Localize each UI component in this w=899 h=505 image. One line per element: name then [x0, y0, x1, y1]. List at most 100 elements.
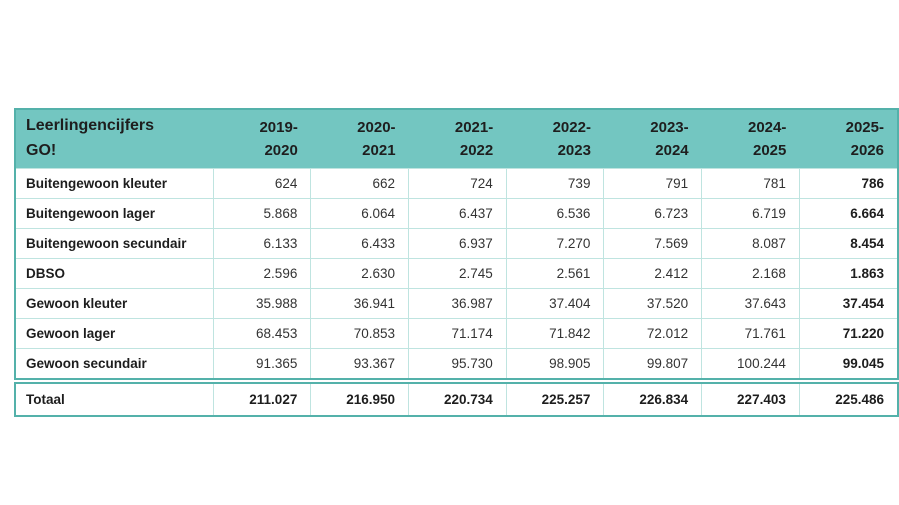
- table-title-line2: GO!: [26, 142, 57, 159]
- year-header-line2: 2026: [850, 142, 884, 159]
- year-header-line2: 2024: [655, 142, 689, 159]
- year-header-line2: 2022: [459, 142, 494, 159]
- cell-value: 71.220: [798, 318, 899, 349]
- year-header-line1: 2020-: [357, 118, 396, 136]
- cell-value: 7.569: [603, 228, 703, 259]
- cell-value: 2.168: [701, 258, 800, 289]
- year-header-line1: 2024-: [747, 118, 787, 136]
- cell-value: 70.853: [310, 318, 410, 349]
- row-label: Gewoon kleuter: [14, 288, 214, 319]
- cell-value: 36.941: [310, 288, 410, 319]
- row-label: Gewoon secundair: [14, 348, 214, 382]
- column-header-year: 2022- 2023: [506, 109, 604, 169]
- table-row: Buitengewoon lager 5.868 6.064 6.437 6.536 6.…: [14, 198, 899, 229]
- column-header-year: 2023- 2024: [603, 109, 702, 169]
- column-header-year: 2024- 2025: [701, 109, 800, 169]
- column-header-year: 2021- 2022: [408, 109, 507, 169]
- cell-value: 72.012: [603, 318, 703, 349]
- cell-value: 662: [310, 168, 410, 199]
- cell-value: 5.868: [212, 198, 312, 229]
- cell-value: 7.270: [505, 228, 605, 259]
- cell-value: 8.087: [701, 228, 800, 259]
- cell-value: 724: [408, 168, 507, 199]
- column-header-year: 2020- 2021: [310, 109, 409, 169]
- cell-value: 6.437: [408, 198, 507, 229]
- cell-value: 2.412: [603, 258, 703, 289]
- total-row: Totaal 211.027 216.950 220.734 225.257 226.83…: [14, 378, 899, 417]
- column-header-year: 2025- 2026: [799, 109, 898, 169]
- cell-value: 6.064: [310, 198, 410, 229]
- total-value: 216.950: [310, 378, 410, 417]
- cell-value: 71.174: [408, 318, 507, 349]
- cell-value: 2.596: [212, 258, 312, 289]
- cell-value: 99.807: [603, 348, 703, 382]
- cell-value: 739: [505, 168, 605, 199]
- total-value: 227.403: [701, 378, 800, 417]
- year-header-line2: 2025: [752, 142, 787, 159]
- cell-value: 91.365: [212, 348, 312, 382]
- cell-value: 2.630: [310, 258, 410, 289]
- year-header-line1: 2023-: [650, 118, 689, 136]
- row-label: Buitengewoon secundair: [14, 228, 214, 259]
- table-title-line1: Leerlingencijfers: [26, 117, 155, 135]
- cell-value: 1.863: [798, 258, 899, 289]
- cell-value: 6.937: [408, 228, 507, 259]
- cell-value: 791: [603, 168, 703, 199]
- year-header-line2: 2020: [264, 142, 298, 159]
- cell-value: 37.404: [505, 288, 605, 319]
- cell-value: 781: [701, 168, 800, 199]
- table-row: Gewoon lager 68.453 70.853 71.174 71.842 72.0…: [14, 318, 899, 349]
- cell-value: 6.719: [701, 198, 800, 229]
- table-row: DBSO 2.596 2.630 2.745 2.561 2.412 2.168 1.863: [14, 258, 899, 289]
- cell-value: 71.761: [701, 318, 800, 349]
- table-title: Leerlingencijfers GO!: [15, 109, 214, 169]
- year-header-line1: 2022-: [552, 118, 591, 136]
- cell-value: 2.561: [505, 258, 605, 289]
- cell-value: 6.433: [310, 228, 410, 259]
- column-header-year: 2019- 2020: [213, 109, 311, 169]
- enrollment-table-container: Leerlingencijfers GO! 2019- 2020 2020- 2021…: [14, 108, 899, 417]
- cell-value: 37.454: [798, 288, 899, 319]
- cell-value: 786: [798, 168, 899, 199]
- cell-value: 37.520: [603, 288, 703, 319]
- cell-value: 8.454: [798, 228, 899, 259]
- row-label: DBSO: [14, 258, 214, 289]
- year-header-line1: 2025-: [845, 118, 884, 136]
- table-row: Buitengewoon kleuter 624 662 724 739 791 781 78…: [14, 168, 899, 199]
- cell-value: 2.745: [408, 258, 507, 289]
- total-value: 225.486: [798, 378, 899, 417]
- table-row: Gewoon kleuter 35.988 36.941 36.987 37.404 37…: [14, 288, 899, 319]
- row-label: Buitengewoon lager: [14, 198, 214, 229]
- total-value: 211.027: [212, 378, 312, 417]
- leerlingencijfers-table: Leerlingencijfers GO! 2019- 2020 2020- 2021…: [14, 108, 899, 417]
- total-value: 226.834: [603, 378, 703, 417]
- total-value: 225.257: [505, 378, 605, 417]
- cell-value: 37.643: [701, 288, 800, 319]
- row-label: Gewoon lager: [14, 318, 214, 349]
- cell-value: 68.453: [212, 318, 312, 349]
- cell-value: 36.987: [408, 288, 507, 319]
- cell-value: 6.723: [603, 198, 703, 229]
- table-row: Gewoon secundair 91.365 93.367 95.730 98.905…: [14, 348, 899, 382]
- cell-value: 95.730: [408, 348, 507, 382]
- cell-value: 6.664: [798, 198, 899, 229]
- row-label: Buitengewoon kleuter: [14, 168, 214, 199]
- year-header-line1: 2021-: [454, 118, 494, 136]
- cell-value: 100.244: [701, 348, 800, 382]
- cell-value: 71.842: [505, 318, 605, 349]
- cell-value: 99.045: [798, 348, 899, 382]
- total-label: Totaal: [14, 378, 214, 417]
- cell-value: 35.988: [212, 288, 312, 319]
- cell-value: 6.536: [505, 198, 605, 229]
- year-header-line2: 2021: [362, 142, 396, 159]
- cell-value: 624: [212, 168, 312, 199]
- header-row: Leerlingencijfers GO! 2019- 2020 2020- 2021…: [15, 109, 898, 169]
- cell-value: 93.367: [310, 348, 410, 382]
- cell-value: 98.905: [505, 348, 605, 382]
- year-header-line1: 2019-: [259, 118, 298, 136]
- table-row: Buitengewoon secundair 6.133 6.433 6.937 7.2…: [14, 228, 899, 259]
- cell-value: 6.133: [212, 228, 312, 259]
- year-header-line2: 2023: [557, 142, 591, 159]
- total-value: 220.734: [408, 378, 507, 417]
